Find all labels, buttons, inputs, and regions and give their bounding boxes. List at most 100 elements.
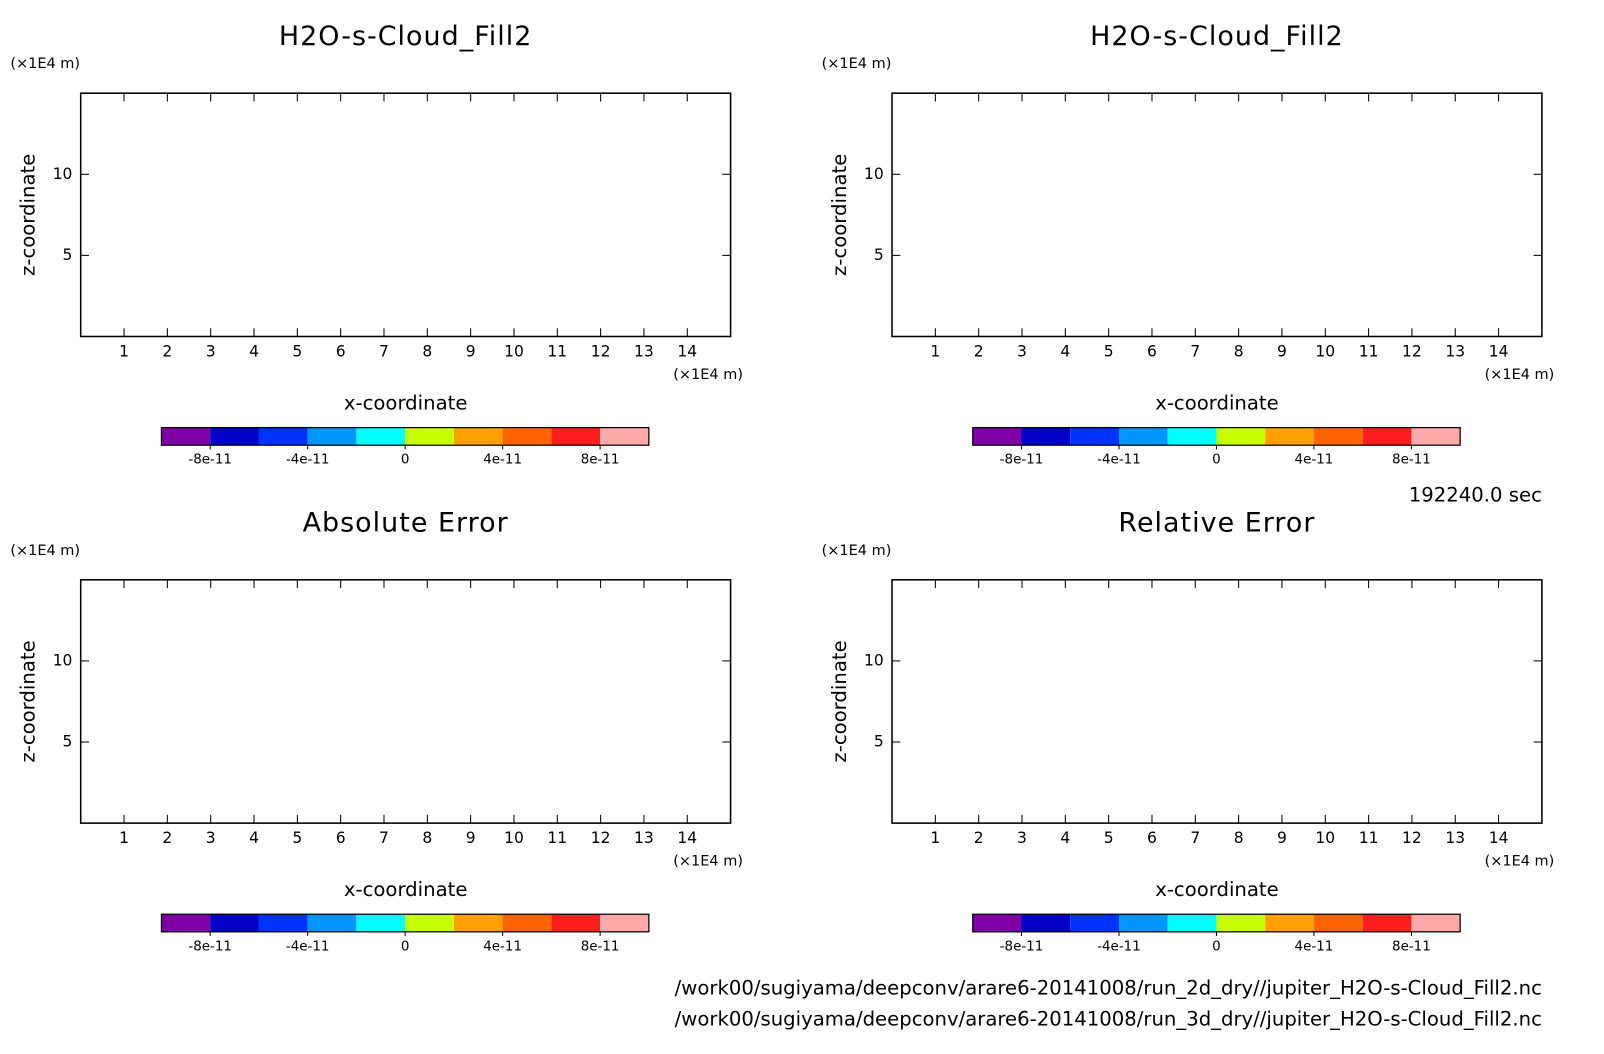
plot-frame [891, 92, 1543, 338]
x-tick-label: 8 [422, 829, 432, 847]
x-tick-label: 10 [1315, 829, 1335, 847]
panel: Relative Error (×1E4 m) (×1E4 m) x-coordina… [822, 507, 1555, 954]
colorbar-segment [1167, 914, 1217, 932]
x-tick-label: 1 [119, 343, 129, 361]
colorbar-segment [405, 427, 454, 446]
x-unit: (×1E4 m) [1485, 367, 1555, 383]
colorbar-tick-label: 0 [1212, 939, 1221, 954]
y-axis-label: z-coordinate [16, 154, 39, 276]
x-tick-label: 11 [547, 829, 567, 847]
panel-title: H2O-s-Cloud_Fill2 [1090, 21, 1344, 52]
colorbar-segment [405, 914, 454, 932]
y-axis-label: z-coordinate [828, 640, 851, 762]
colorbar-segment [1070, 914, 1119, 932]
x-tick-label: 7 [379, 829, 389, 847]
x-tick-label: 14 [677, 829, 697, 847]
x-tick-label: 2 [162, 829, 172, 847]
colorbar-tick-label: -8e-11 [188, 939, 232, 954]
colorbar-tick-label: -8e-11 [188, 453, 232, 468]
plot-frame [79, 579, 732, 824]
colorbar-segment [1313, 427, 1363, 446]
file-path: /work00/sugiyama/deepconv/arare6-2014100… [675, 1007, 1542, 1030]
panel: H2O-s-Cloud_Fill2 (×1E4 m) (×1E4 m) x-coord… [10, 21, 743, 468]
x-tick-label: 12 [1402, 829, 1422, 847]
colorbar-tick-label: -4e-11 [286, 939, 330, 954]
x-tick-label: 11 [1359, 343, 1379, 361]
x-unit: (×1E4 m) [673, 853, 743, 869]
y-unit: (×1E4 m) [822, 56, 892, 72]
colorbar-segment [453, 427, 503, 446]
x-tick-label: 14 [677, 343, 697, 361]
x-tick-label: 10 [1315, 343, 1335, 361]
x-tick-label: 7 [1190, 829, 1200, 847]
x-tick-label: 4 [249, 343, 259, 361]
file-path: /work00/sugiyama/deepconv/arare6-2014100… [675, 976, 1542, 999]
x-tick-label: 9 [466, 829, 476, 847]
panel: Absolute Error (×1E4 m) (×1E4 m) x-coordina… [10, 507, 743, 954]
colorbar-tick-label: 8e-11 [581, 453, 620, 468]
colorbar-segment [502, 914, 552, 932]
colorbar-tick-label: 0 [401, 453, 410, 468]
colorbar-segment [600, 427, 649, 446]
colorbar-tick-label: 8e-11 [581, 939, 620, 954]
x-tick-label: 10 [504, 829, 524, 847]
colorbar-segment [1313, 914, 1363, 932]
x-tick-label: 8 [422, 343, 432, 361]
colorbar-tick-label: 4e-11 [483, 453, 522, 468]
colorbar-tick-label: 8e-11 [1392, 939, 1431, 954]
colorbar-segment [1411, 427, 1461, 446]
colorbar-segment [600, 914, 649, 932]
x-tick-label: 9 [1277, 343, 1287, 361]
x-tick-label: 13 [1445, 829, 1465, 847]
x-tick-label: 13 [1445, 343, 1465, 361]
colorbar-segment [1070, 427, 1119, 446]
colorbar-segment [307, 914, 357, 932]
x-tick-label: 12 [591, 829, 611, 847]
x-tick-label: 12 [591, 343, 611, 361]
x-axis-label: x-coordinate [344, 878, 468, 901]
colorbar-segment [161, 914, 211, 932]
x-tick-label: 2 [974, 829, 984, 847]
x-tick-label: 1 [930, 343, 940, 361]
colorbar-segment [1118, 427, 1168, 446]
x-tick-label: 4 [1060, 829, 1070, 847]
x-tick-label: 12 [1402, 343, 1422, 361]
colorbar-tick-label: -4e-11 [1097, 939, 1141, 954]
y-axis-label: z-coordinate [16, 640, 39, 762]
y-tick-label: 5 [874, 246, 884, 264]
y-tick-label: 10 [864, 651, 884, 669]
colorbar-tick-label: 4e-11 [483, 939, 522, 954]
colorbar-segment [1021, 427, 1071, 446]
colorbar-tick-label: -4e-11 [1097, 453, 1141, 468]
colorbar-tick-label: 4e-11 [1295, 453, 1334, 468]
colorbar-segment [1118, 914, 1168, 932]
x-tick-label: 6 [336, 343, 346, 361]
colorbar-segment [1362, 914, 1412, 932]
colorbar-segment [453, 914, 503, 932]
x-tick-label: 14 [1489, 343, 1509, 361]
x-tick-label: 13 [634, 829, 654, 847]
x-axis-label: x-coordinate [344, 391, 468, 414]
x-tick-label: 13 [634, 343, 654, 361]
y-tick-label: 5 [874, 733, 884, 751]
y-tick-label: 5 [63, 733, 73, 751]
x-tick-label: 3 [206, 829, 216, 847]
x-tick-label: 6 [1147, 343, 1157, 361]
colorbar-segment [210, 427, 259, 446]
x-tick-label: 11 [547, 343, 567, 361]
y-unit: (×1E4 m) [822, 543, 892, 559]
colorbar-tick-label: -8e-11 [1000, 939, 1044, 954]
x-tick-label: 3 [1017, 343, 1027, 361]
x-unit: (×1E4 m) [1485, 853, 1555, 869]
colorbar-segment [1265, 914, 1314, 932]
y-tick-label: 10 [864, 165, 884, 183]
x-tick-label: 1 [119, 829, 129, 847]
time-label: 192240.0 sec [1409, 483, 1542, 506]
colorbar-segment [1021, 914, 1071, 932]
y-unit: (×1E4 m) [10, 56, 80, 72]
colorbar-segment [307, 427, 357, 446]
colorbar-segment [972, 427, 1022, 446]
x-axis-label: x-coordinate [1155, 391, 1279, 414]
y-tick-label: 10 [53, 165, 73, 183]
colorbar-tick-label: 8e-11 [1392, 453, 1431, 468]
